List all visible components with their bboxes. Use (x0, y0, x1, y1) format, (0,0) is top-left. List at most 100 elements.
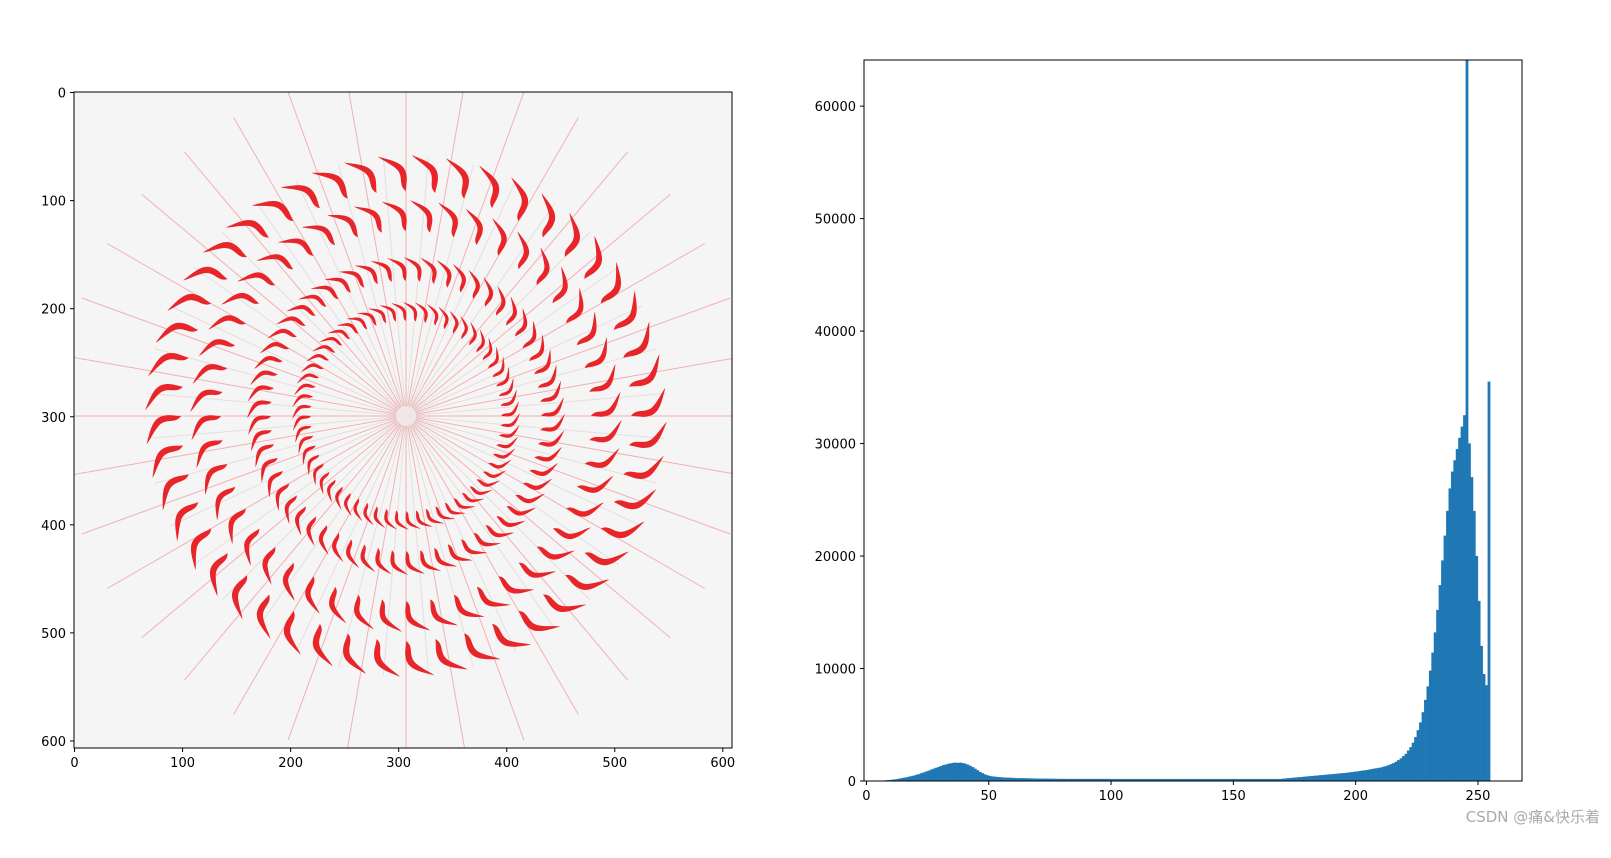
ray (192, 415, 407, 566)
petal (576, 475, 614, 493)
petal (566, 502, 604, 517)
petal (167, 293, 212, 311)
petal (430, 599, 458, 626)
petal (506, 506, 536, 516)
petal (286, 305, 316, 316)
petal (319, 337, 343, 346)
ray (81, 415, 407, 535)
ray (405, 92, 464, 417)
petal (148, 353, 189, 377)
petal (552, 527, 591, 540)
petal (332, 532, 344, 563)
bar (1450, 471, 1454, 781)
bar (991, 776, 994, 781)
ray (405, 415, 706, 589)
bar (905, 777, 909, 781)
ray (405, 415, 556, 630)
ray (405, 415, 642, 527)
bar (922, 772, 926, 781)
petal (453, 594, 485, 617)
petal (600, 261, 622, 304)
bar (966, 764, 970, 781)
x-tick-label: 250 (1466, 789, 1491, 804)
bar (1406, 750, 1410, 781)
ray (405, 392, 666, 417)
petal (584, 235, 603, 280)
ray (405, 164, 474, 417)
bar (1428, 670, 1432, 781)
petal (354, 594, 374, 630)
bar (1365, 770, 1369, 781)
ray (405, 266, 620, 417)
ray (405, 243, 706, 417)
petal (246, 400, 272, 419)
petal (202, 242, 247, 258)
petal (343, 633, 367, 674)
bar (912, 775, 916, 781)
petal (538, 430, 565, 447)
bar (920, 773, 923, 781)
bar (1326, 774, 1329, 781)
bar (1470, 477, 1474, 781)
petal (191, 415, 221, 441)
petal (534, 446, 563, 462)
bar (1487, 381, 1491, 781)
petal (542, 594, 587, 613)
bar (1362, 770, 1366, 781)
ray (405, 415, 731, 535)
bar (1416, 730, 1420, 781)
bar (929, 769, 933, 781)
petal (152, 445, 183, 478)
bar (1370, 769, 1373, 781)
bar (1443, 535, 1447, 781)
petal (461, 492, 485, 503)
petal (476, 329, 485, 353)
ray (405, 180, 517, 417)
petal (468, 269, 480, 300)
petal (435, 639, 468, 670)
petal (411, 155, 438, 193)
petal (460, 315, 469, 340)
petal (410, 200, 433, 233)
petal (327, 329, 351, 340)
petal (276, 316, 306, 326)
bar (1468, 443, 1471, 781)
bar (1335, 773, 1339, 781)
petal (196, 440, 223, 468)
petal (284, 495, 297, 525)
petal (415, 302, 428, 324)
bar (1441, 560, 1444, 781)
bar (947, 763, 950, 781)
petal (449, 310, 459, 334)
bar (1431, 652, 1435, 781)
petal (488, 346, 499, 369)
bar (954, 762, 958, 781)
x-tick-label: 100 (1099, 789, 1124, 804)
petal (515, 493, 545, 504)
petal (584, 337, 607, 369)
ray (405, 156, 430, 417)
petal (363, 502, 374, 526)
petal (190, 389, 223, 412)
y-tick-label: 300 (41, 411, 66, 426)
petal (538, 364, 557, 388)
bar (1333, 773, 1337, 781)
bar (956, 762, 960, 781)
x-tick-label: 0 (862, 789, 870, 804)
bar (1299, 777, 1303, 781)
petal (623, 321, 650, 358)
ray (405, 415, 591, 601)
ray (106, 243, 407, 417)
petal (250, 430, 272, 452)
petal (254, 356, 283, 369)
petal (305, 576, 320, 614)
petal (436, 259, 452, 288)
ray (81, 297, 407, 417)
ray (183, 415, 407, 681)
bar (993, 776, 997, 781)
bar (983, 774, 987, 781)
ray (233, 415, 407, 716)
bar (932, 768, 936, 781)
petal (584, 551, 629, 566)
petal (483, 277, 494, 307)
